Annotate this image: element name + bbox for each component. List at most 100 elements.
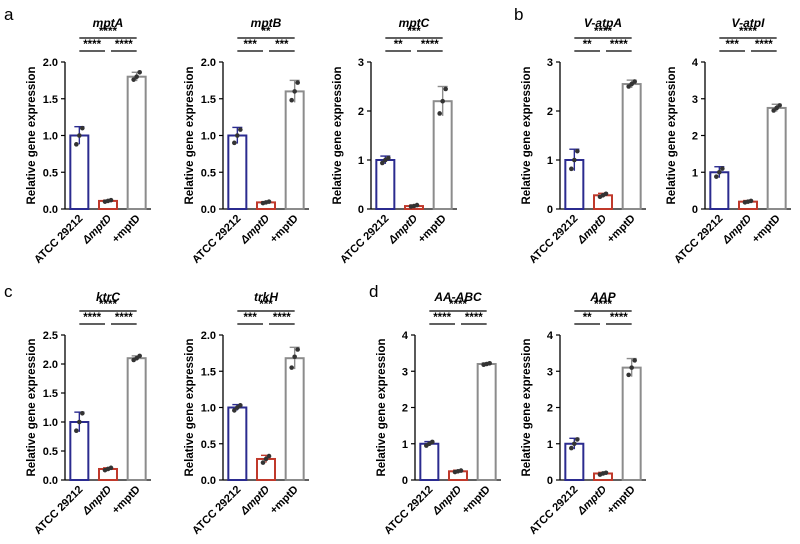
significance-label: ***: [243, 39, 257, 51]
y-tick-label: 3: [547, 366, 553, 378]
data-point: [443, 86, 448, 92]
data-point: [260, 460, 266, 465]
data-point: [238, 127, 243, 132]
y-tick-label: 1: [547, 439, 553, 451]
bar: [476, 363, 497, 481]
data-point: [266, 453, 272, 459]
y-tick-label: 1: [547, 155, 553, 167]
x-tick-label: ATCC 29212: [32, 484, 85, 537]
significance-label: ***: [275, 39, 289, 51]
significance-label: **: [262, 26, 271, 38]
data-point: [632, 358, 637, 363]
bar: [284, 90, 305, 210]
y-axis-label: Relative gene expression: [376, 338, 388, 476]
x-tick-label: +mptD: [110, 484, 143, 517]
y-tick-label: 0: [402, 475, 408, 487]
y-tick-label: 2: [402, 403, 408, 415]
significance-label: ***: [407, 26, 421, 38]
y-tick-label: 1: [692, 167, 698, 179]
significance-label: ****: [99, 26, 117, 38]
y-tick-label: 1.5: [43, 388, 58, 400]
data-point: [108, 465, 114, 471]
data-point: [440, 98, 445, 104]
panel-letter-a: a: [4, 5, 14, 24]
y-tick-label: 1.5: [201, 94, 216, 106]
chart-title: ktrC: [96, 290, 120, 304]
bar: [227, 406, 248, 481]
data-point: [569, 166, 574, 172]
data-point: [295, 80, 300, 85]
data-point: [380, 160, 385, 166]
x-tick-label: +mptD: [460, 484, 493, 517]
chart-title: trkH: [254, 290, 278, 304]
y-tick-label: 0.5: [43, 167, 58, 179]
y-axis-label: Relative gene expression: [26, 66, 38, 204]
data-point: [575, 437, 580, 442]
data-point: [626, 372, 631, 378]
y-tick-label: 1.0: [43, 131, 58, 143]
y-tick-label: 2.0: [201, 57, 216, 69]
significance-label: ****: [115, 312, 133, 324]
data-point: [137, 69, 142, 75]
data-point: [777, 103, 782, 108]
significance-label: ***: [243, 312, 257, 324]
data-point: [266, 199, 272, 204]
data-point: [487, 360, 492, 366]
y-tick-label: 4: [692, 57, 699, 69]
chart-title: mptA: [93, 16, 124, 30]
y-axis-label: Relative gene expression: [521, 338, 533, 476]
data-point: [714, 174, 719, 179]
chart-title: AA-ABC: [433, 290, 482, 304]
significance-label: **: [583, 312, 592, 324]
significance-label: ****: [610, 39, 628, 51]
bar: [69, 134, 90, 210]
x-tick-label: +mptD: [268, 484, 301, 517]
y-tick-label: 1.0: [201, 403, 216, 415]
y-tick-label: 2.0: [201, 330, 216, 342]
x-tick-label: ΔmptD: [386, 213, 420, 247]
significance-label: ****: [610, 312, 628, 324]
data-point: [232, 408, 237, 413]
chart-title: mptB: [251, 16, 282, 30]
data-point: [238, 403, 243, 408]
chart-title: AAP: [589, 290, 616, 304]
bar: [419, 442, 440, 481]
y-tick-label: 3: [547, 57, 553, 69]
x-tick-label: ΔmptD: [80, 484, 114, 518]
y-axis-label: Relative gene expression: [332, 66, 344, 204]
data-point: [572, 441, 577, 447]
y-tick-label: 2: [358, 106, 364, 118]
data-point: [569, 445, 574, 451]
x-tick-label: ATCC 29212: [527, 484, 580, 537]
x-tick-label: ΔmptD: [575, 484, 609, 518]
data-point: [137, 353, 142, 359]
data-point: [292, 354, 297, 360]
data-point: [108, 197, 114, 203]
bar: [375, 159, 396, 210]
x-tick-label: +mptD: [416, 213, 449, 246]
data-point: [603, 470, 609, 476]
y-tick-label: 4: [402, 330, 409, 342]
y-axis-label: Relative gene expression: [184, 66, 196, 204]
y-tick-label: 0: [547, 204, 553, 216]
data-point: [458, 468, 464, 473]
data-point: [632, 79, 637, 84]
panel-letter-d: d: [369, 282, 378, 301]
significance-label: ****: [273, 312, 291, 324]
panel-letter-c: c: [4, 282, 13, 301]
x-tick-label: +mptD: [605, 484, 638, 517]
x-tick-label: ATCC 29212: [338, 213, 391, 266]
significance-label: ****: [449, 299, 467, 311]
data-point: [134, 74, 139, 79]
y-tick-label: 2: [547, 106, 553, 118]
y-tick-label: 2: [547, 403, 553, 415]
y-tick-label: 2.0: [43, 57, 58, 69]
y-tick-label: 2.0: [43, 359, 58, 371]
x-tick-label: ΔmptD: [238, 213, 272, 247]
data-point: [292, 89, 297, 94]
x-tick-label: ATCC 29212: [32, 213, 85, 266]
significance-label: ****: [83, 39, 101, 51]
y-tick-label: 2: [692, 131, 698, 143]
y-tick-label: 0.0: [201, 204, 216, 216]
